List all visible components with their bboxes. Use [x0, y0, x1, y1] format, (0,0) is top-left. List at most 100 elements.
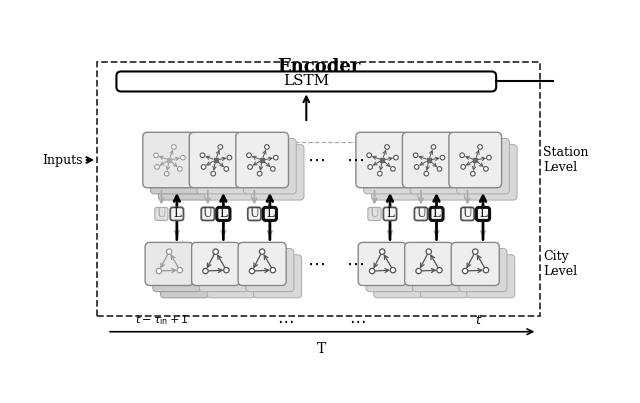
Circle shape — [390, 268, 396, 273]
Circle shape — [436, 268, 442, 273]
Circle shape — [249, 268, 255, 274]
Circle shape — [437, 166, 442, 171]
Text: $\cdots$: $\cdots$ — [277, 311, 294, 329]
Circle shape — [223, 268, 229, 273]
Text: City
Level: City Level — [543, 250, 577, 278]
FancyBboxPatch shape — [202, 208, 214, 220]
FancyBboxPatch shape — [430, 208, 443, 220]
FancyBboxPatch shape — [404, 242, 452, 285]
Text: $\cdots$: $\cdots$ — [346, 255, 364, 273]
FancyBboxPatch shape — [465, 145, 517, 200]
Text: U: U — [369, 208, 380, 220]
Circle shape — [477, 145, 483, 149]
Text: L: L — [220, 208, 227, 220]
Circle shape — [172, 145, 176, 149]
Bar — [97, 62, 540, 316]
Circle shape — [259, 249, 265, 254]
Text: U: U — [250, 208, 259, 220]
FancyBboxPatch shape — [420, 255, 468, 298]
Bar — [167, 158, 171, 162]
Circle shape — [271, 166, 275, 171]
Circle shape — [246, 153, 252, 158]
Circle shape — [248, 165, 252, 169]
Circle shape — [155, 165, 159, 169]
FancyBboxPatch shape — [449, 132, 502, 188]
Circle shape — [180, 155, 185, 160]
Circle shape — [413, 153, 418, 158]
FancyBboxPatch shape — [170, 208, 184, 220]
Circle shape — [416, 268, 421, 274]
FancyBboxPatch shape — [116, 71, 496, 91]
Circle shape — [154, 153, 158, 158]
Bar — [474, 158, 477, 162]
Circle shape — [431, 145, 436, 149]
FancyBboxPatch shape — [459, 249, 507, 292]
Circle shape — [385, 145, 389, 149]
Bar — [260, 158, 264, 162]
Circle shape — [224, 166, 228, 171]
Circle shape — [424, 171, 429, 176]
FancyBboxPatch shape — [238, 242, 286, 285]
Circle shape — [156, 268, 162, 274]
Circle shape — [460, 153, 465, 158]
FancyBboxPatch shape — [248, 208, 261, 220]
Text: $\cdots$: $\cdots$ — [307, 151, 325, 169]
Circle shape — [462, 268, 468, 274]
FancyBboxPatch shape — [252, 145, 304, 200]
FancyBboxPatch shape — [476, 208, 490, 220]
Text: $t - \tau_{\mathrm{in}} + 1$: $t - \tau_{\mathrm{in}} + 1$ — [134, 313, 188, 327]
FancyBboxPatch shape — [368, 208, 381, 220]
FancyBboxPatch shape — [415, 208, 428, 220]
Text: Inputs: Inputs — [43, 154, 83, 166]
Circle shape — [470, 171, 475, 176]
FancyBboxPatch shape — [191, 242, 239, 285]
FancyBboxPatch shape — [263, 208, 276, 220]
Text: L: L — [479, 208, 487, 220]
Circle shape — [390, 166, 396, 171]
FancyBboxPatch shape — [158, 145, 211, 200]
Text: U: U — [156, 208, 166, 220]
FancyBboxPatch shape — [374, 255, 422, 298]
Bar — [214, 158, 218, 162]
FancyBboxPatch shape — [467, 255, 515, 298]
Circle shape — [483, 268, 489, 273]
Text: U: U — [463, 208, 472, 220]
Bar — [427, 158, 431, 162]
Circle shape — [270, 268, 276, 273]
Text: LSTM: LSTM — [283, 75, 330, 89]
Circle shape — [177, 166, 182, 171]
Text: U: U — [203, 208, 213, 220]
Circle shape — [200, 153, 205, 158]
Circle shape — [484, 166, 488, 171]
Circle shape — [273, 155, 278, 160]
Circle shape — [264, 145, 269, 149]
Circle shape — [257, 171, 262, 176]
FancyBboxPatch shape — [418, 145, 470, 200]
Circle shape — [461, 165, 465, 169]
FancyBboxPatch shape — [383, 208, 397, 220]
FancyBboxPatch shape — [366, 249, 414, 292]
FancyBboxPatch shape — [236, 132, 289, 188]
FancyBboxPatch shape — [145, 242, 193, 285]
Circle shape — [368, 165, 372, 169]
Text: Encoder: Encoder — [277, 58, 360, 77]
FancyBboxPatch shape — [246, 249, 294, 292]
FancyBboxPatch shape — [199, 249, 248, 292]
Circle shape — [369, 268, 375, 274]
FancyBboxPatch shape — [205, 145, 257, 200]
Circle shape — [166, 249, 172, 254]
Circle shape — [414, 165, 419, 169]
FancyBboxPatch shape — [244, 139, 296, 194]
Circle shape — [201, 165, 206, 169]
FancyBboxPatch shape — [153, 249, 201, 292]
Circle shape — [164, 171, 169, 176]
FancyBboxPatch shape — [150, 139, 204, 194]
Bar — [380, 158, 384, 162]
Text: L: L — [173, 208, 180, 220]
FancyBboxPatch shape — [412, 249, 461, 292]
Circle shape — [440, 155, 445, 160]
FancyBboxPatch shape — [207, 255, 255, 298]
FancyBboxPatch shape — [461, 208, 474, 220]
FancyBboxPatch shape — [410, 139, 463, 194]
Circle shape — [426, 249, 431, 254]
